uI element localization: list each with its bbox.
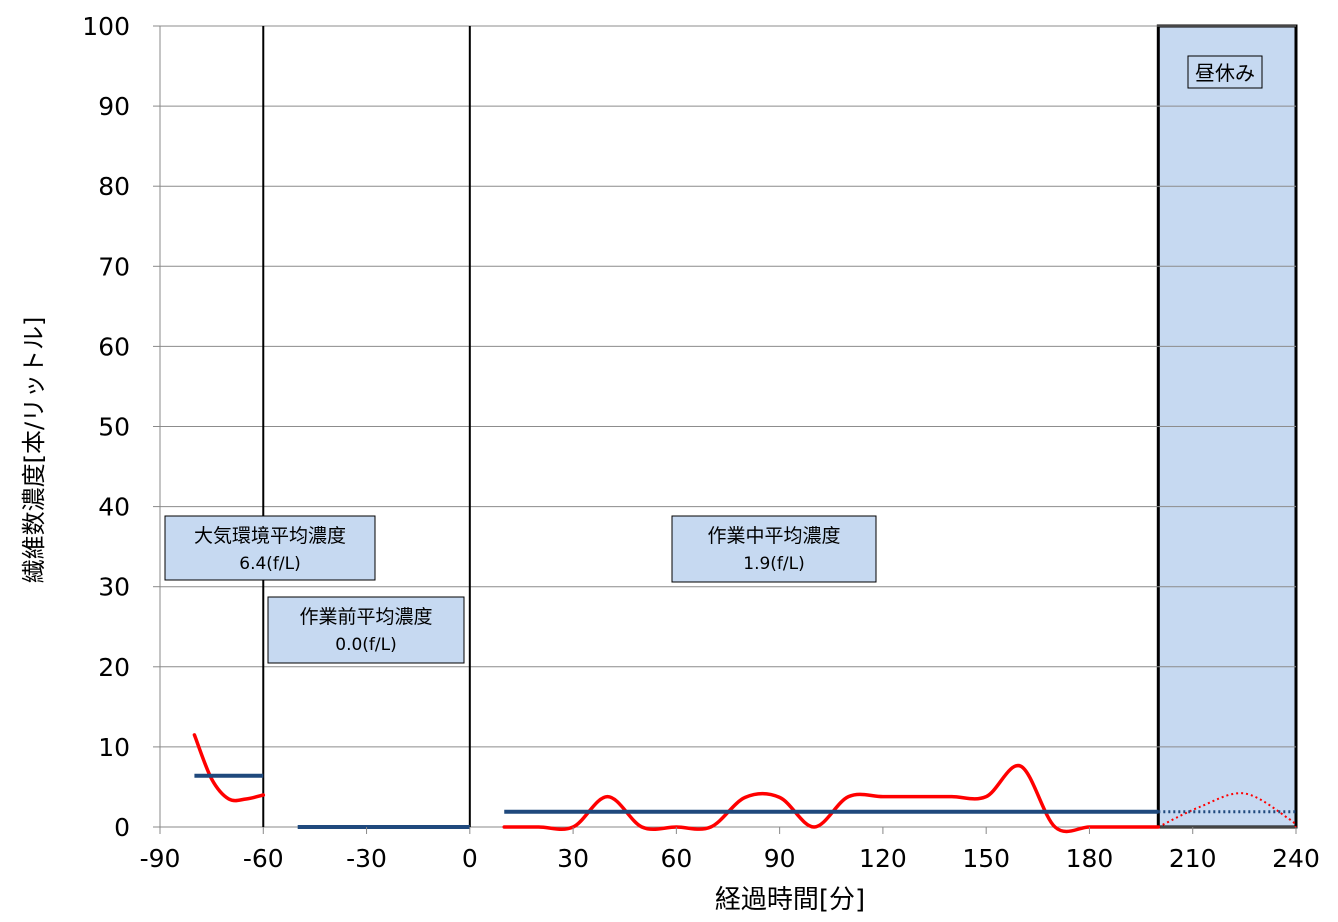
lunch-label-box: [1187, 55, 1263, 89]
x-tick-label: 240: [1272, 844, 1320, 873]
lunch-label: 昼休み: [1187, 55, 1263, 89]
y-tick-label: 90: [98, 92, 130, 121]
y-tick-label: 30: [98, 573, 130, 602]
vertical-marker-layer: [262, 26, 471, 827]
y-axis-title: 繊維数濃度[本/リットル]: [20, 317, 48, 584]
x-tick-label: 30: [557, 844, 589, 873]
x-tick-label: 60: [660, 844, 692, 873]
y-tick-label: 60: [98, 332, 130, 361]
annotation-box: [671, 515, 877, 583]
annotation-value: 6.4(f/L): [239, 554, 300, 574]
annotation-pre-work-average: 作業前平均濃度 0.0(f/L): [267, 596, 465, 664]
annotation-during-work-average: 作業中平均濃度 1.9(f/L): [671, 515, 877, 583]
concentration-line-segment: [502, 764, 1161, 834]
y-tick-label: 80: [98, 172, 130, 201]
x-tick-label: 120: [859, 844, 907, 873]
x-tick-label: -60: [243, 844, 284, 873]
x-tick-label: 90: [764, 844, 796, 873]
x-tick-label: 0: [462, 844, 478, 873]
series-layer: [192, 733, 1297, 834]
concentration-line-segment: [192, 733, 266, 803]
annotation-box: [164, 515, 376, 581]
concentration-line-lunch: [1157, 792, 1297, 828]
x-tick-label: -90: [140, 844, 181, 873]
annotation-box: [267, 596, 465, 664]
y-tick-label: 20: [98, 653, 130, 682]
lunch-label-text: 昼休み: [1195, 61, 1255, 85]
x-tick-label: 150: [962, 844, 1010, 873]
annotation-title: 作業中平均濃度: [707, 525, 840, 547]
grid-layer: [160, 25, 1296, 748]
annotation-ambient-average: 大気環境平均濃度 6.4(f/L): [164, 515, 376, 581]
annotation-title: 大気環境平均濃度: [194, 525, 346, 547]
annotation-layer: 大気環境平均濃度 6.4(f/L) 作業前平均濃度 0.0(f/L) 作業中平均…: [164, 55, 1263, 664]
y-tick-label: 0: [114, 813, 130, 842]
x-tick-label: -30: [346, 844, 387, 873]
y-tick-label: 10: [98, 733, 130, 762]
y-tick-label: 40: [98, 493, 130, 522]
annotation-value: 0.0(f/L): [335, 635, 396, 655]
x-tick-label: 210: [1169, 844, 1217, 873]
annotation-title: 作業前平均濃度: [299, 606, 432, 628]
y-tick-label: 50: [98, 413, 130, 442]
y-tick-label: 100: [82, 12, 130, 41]
tick-label-layer: 0 10 20 30 40 50 60 70 80 90 100 -90 -60 -30 0 30 60 90 12…: [82, 12, 1320, 873]
annotation-value: 1.9(f/L): [743, 554, 804, 574]
x-tick-label: 180: [1066, 844, 1114, 873]
x-axis-title: 経過時間[分]: [715, 885, 865, 915]
y-tick-label: 70: [98, 252, 130, 281]
